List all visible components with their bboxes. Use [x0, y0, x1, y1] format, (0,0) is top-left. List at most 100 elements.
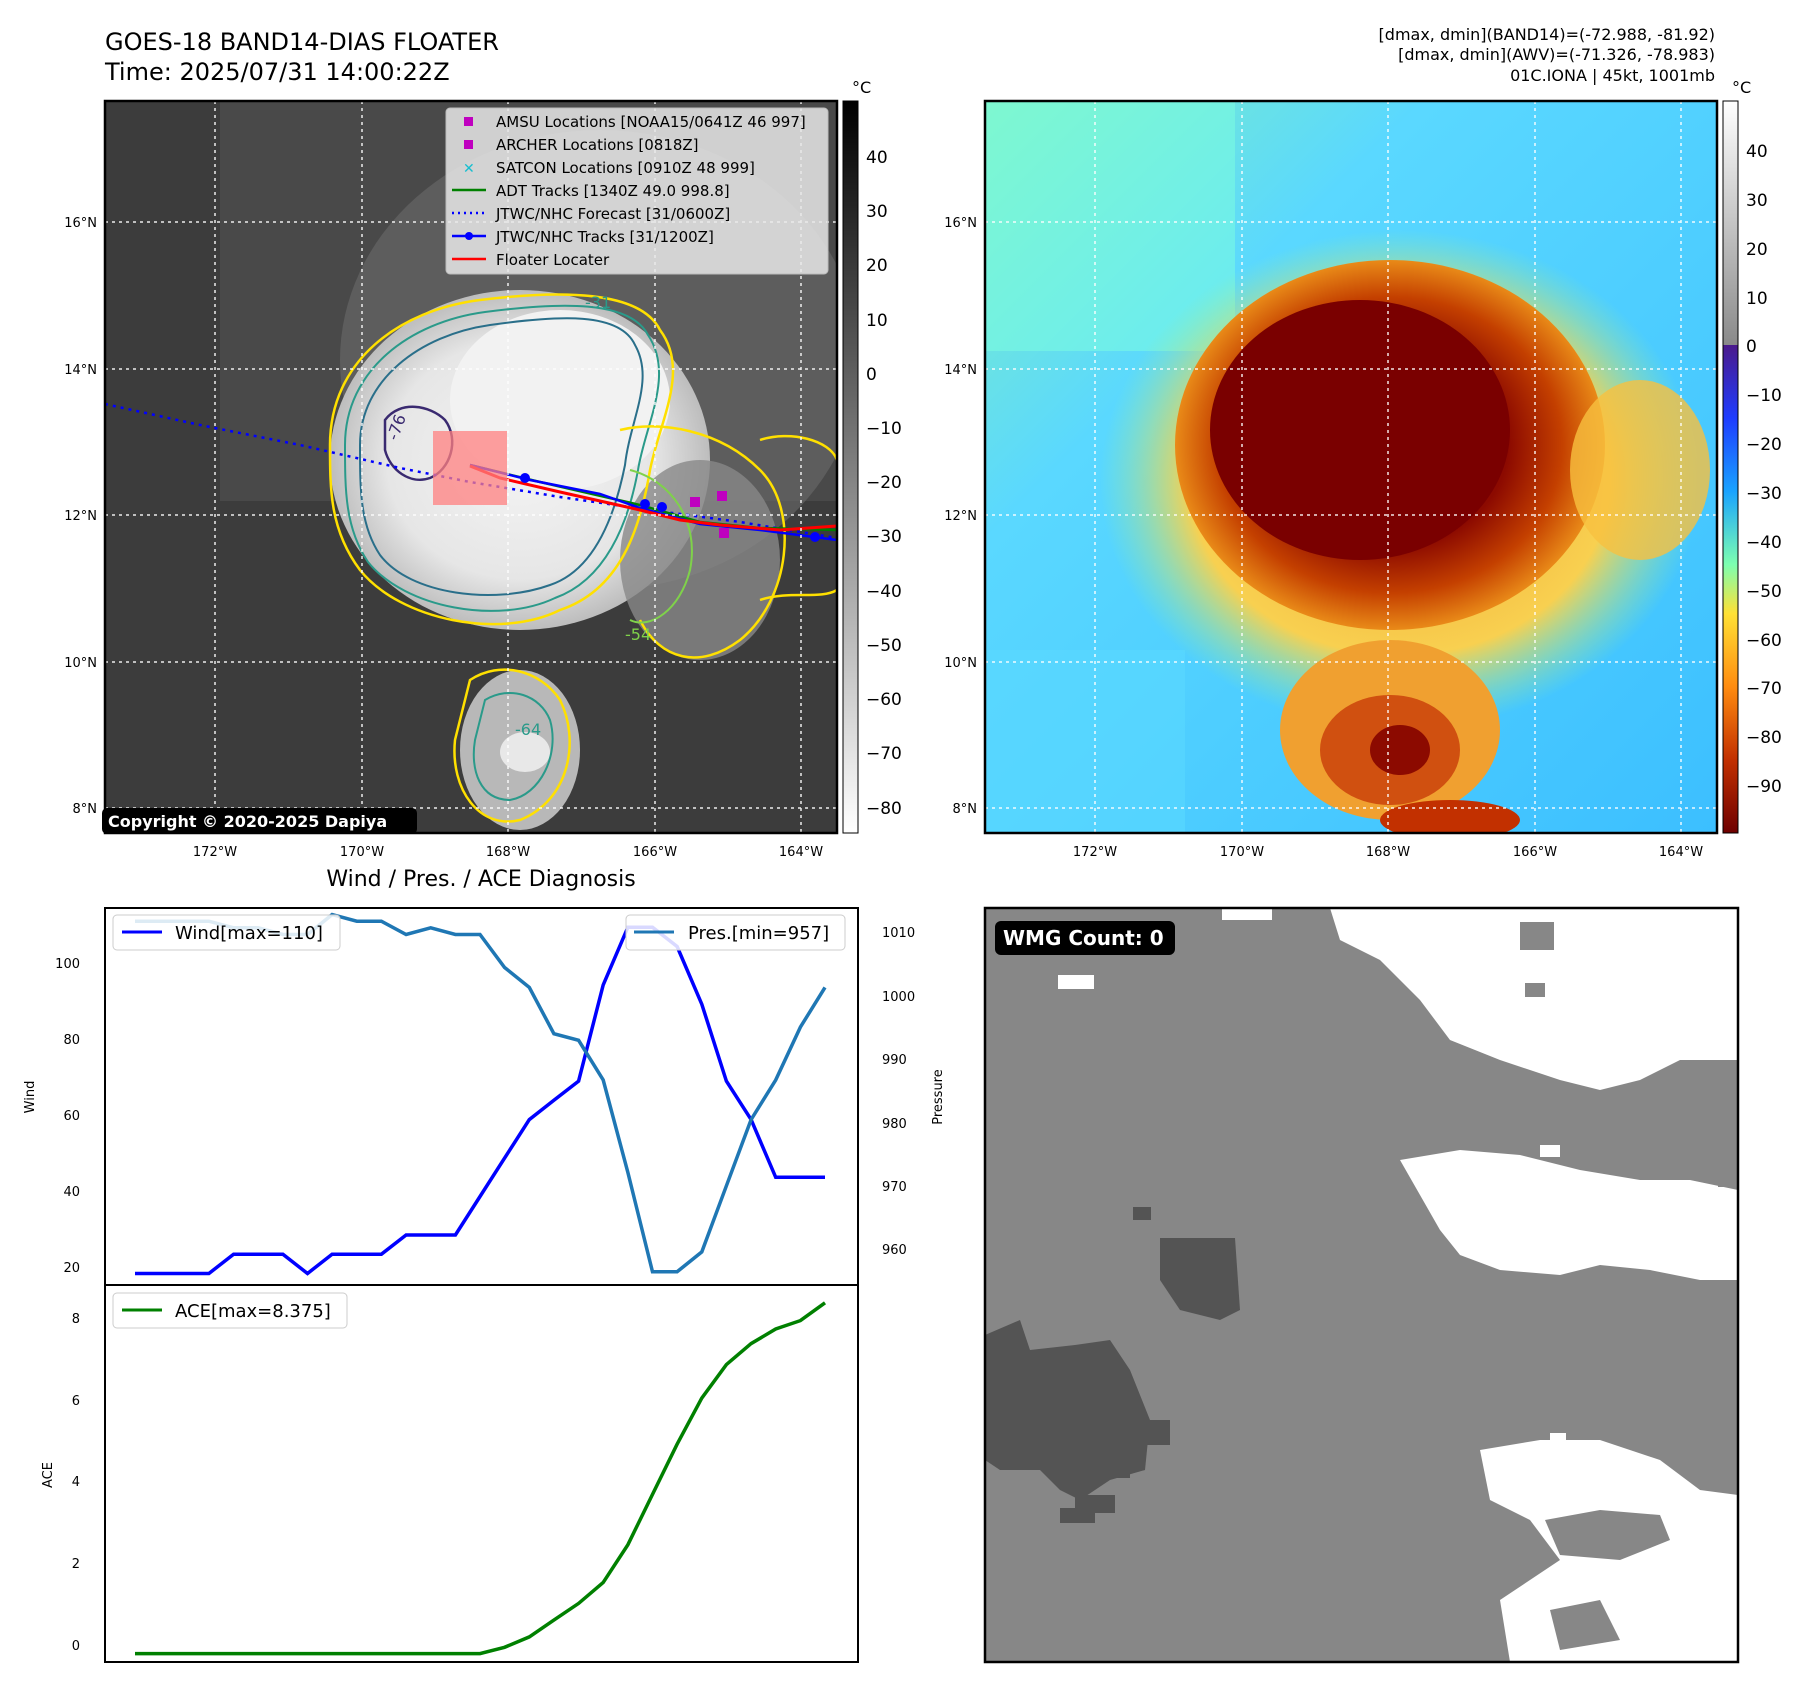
awv-tick: −20 — [1746, 435, 1782, 455]
ir-tick: −80 — [866, 799, 902, 819]
awv-tick: −40 — [1746, 533, 1782, 553]
figure-title: GOES-18 BAND14-DIAS FLOATER — [105, 28, 499, 56]
wind-legend: Wind[max=110] — [112, 914, 341, 951]
wind-ylabel: Wind — [23, 1081, 38, 1114]
ace-ylabel: ACE — [41, 1462, 56, 1488]
lat-label: 10°N — [944, 656, 977, 671]
pressure-series-line — [135, 912, 827, 1274]
legend-archer: ARCHER Locations [0818Z] — [496, 136, 699, 154]
wind-legend-label: Wind[max=110] — [175, 923, 323, 944]
lat-label: 12°N — [944, 509, 977, 524]
ir-tick: 0 — [866, 365, 877, 385]
lon-label: 172°W — [193, 845, 237, 860]
wind-ticks: 20 40 60 80 100 — [55, 957, 80, 1276]
lon-label: 168°W — [486, 845, 530, 860]
lat-label: 16°N — [944, 216, 977, 231]
wind-tick: 20 — [63, 1261, 80, 1276]
legend-forecast: JTWC/NHC Forecast [31/0600Z] — [495, 205, 730, 223]
contour-label: -54 — [625, 625, 651, 644]
awv-colorbar: °C 40 30 20 10 0 −10 −20 −30 −40 −50 −60… — [1722, 78, 1782, 834]
ir-tick: −50 — [866, 636, 902, 656]
svg-text:✕: ✕ — [463, 161, 475, 177]
lon-label: 170°W — [340, 845, 384, 860]
awv-tick: 0 — [1746, 337, 1757, 357]
ace-tick: 0 — [72, 1639, 80, 1654]
wind-tick: 80 — [63, 1033, 80, 1048]
ir-tick: −10 — [866, 419, 902, 439]
awv-lon-labels: 172°W 170°W 168°W 166°W 164°W — [1073, 845, 1703, 860]
lon-label: 166°W — [633, 845, 677, 860]
ir-tick: 20 — [866, 256, 888, 276]
lat-label: 14°N — [64, 363, 97, 378]
pres-tick: 980 — [882, 1117, 907, 1132]
pres-tick: 970 — [882, 1180, 907, 1195]
map-legend: AMSU Locations [NOAA15/0641Z 46 997] ARC… — [445, 107, 829, 275]
pres-legend-label: Pres.[min=957] — [688, 923, 829, 944]
awv-tick: −10 — [1746, 386, 1782, 406]
ir-colorbar: °C 40 30 20 10 0 −10 −20 −30 −40 −50 −60… — [842, 78, 902, 834]
ir-tick: −60 — [866, 690, 902, 710]
ace-legend-label: ACE[max=8.375] — [175, 1301, 331, 1322]
lon-label: 172°W — [1073, 845, 1117, 860]
ir-tick: 30 — [866, 202, 888, 222]
copyright: Copyright © 2020-2025 Dapiya — [108, 812, 387, 831]
ir-tick: −40 — [866, 582, 902, 602]
lat-label: 16°N — [64, 216, 97, 231]
awv-map-image — [985, 101, 1717, 833]
lat-label: 14°N — [944, 363, 977, 378]
dmax-awv: [dmax, dmin](AWV)=(-71.326, -78.983) — [1398, 45, 1715, 64]
legend-adt: ADT Tracks [1340Z 49.0 998.8] — [496, 182, 730, 200]
dmax-band14: [dmax, dmin](BAND14)=(-72.988, -81.92) — [1379, 25, 1715, 44]
pres-tick: 1010 — [882, 926, 915, 941]
awv-lat-labels: 16°N 14°N 12°N 10°N 8°N — [944, 216, 977, 817]
ace-tick: 2 — [72, 1557, 80, 1572]
lat-label: 10°N — [64, 656, 97, 671]
lon-label: 170°W — [1220, 845, 1264, 860]
wind-tick: 40 — [63, 1185, 80, 1200]
lon-label: 168°W — [1366, 845, 1410, 860]
awv-tick: 10 — [1746, 289, 1768, 309]
contour-label: -64 — [515, 720, 541, 739]
legend-floater: Floater Locater — [496, 251, 610, 269]
wind-tick: 60 — [63, 1109, 80, 1124]
ir-tick: −20 — [866, 473, 902, 493]
lat-label: 12°N — [64, 509, 97, 524]
wmg-panel: WMG Count: 0 — [983, 906, 1740, 1664]
ir-tick: −30 — [866, 527, 902, 547]
awv-colorbar-unit: °C — [1732, 78, 1751, 97]
pres-ylabel: Pressure — [931, 1069, 946, 1125]
ace-ticks: 0 2 4 6 8 — [72, 1312, 80, 1654]
ir-colorbar-ticks: 40 30 20 10 0 −10 −20 −30 −40 −50 −60 −7… — [866, 148, 902, 819]
awv-tick: −70 — [1746, 679, 1782, 699]
pres-legend: Pres.[min=957] — [625, 914, 846, 951]
awv-tick: −90 — [1746, 777, 1782, 797]
diagnosis-title: Wind / Pres. / ACE Diagnosis — [326, 867, 635, 892]
ace-legend: ACE[max=8.375] — [112, 1292, 348, 1329]
figure-time: Time: 2025/07/31 14:00:22Z — [104, 58, 450, 86]
ir-lon-labels: 172°W 170°W 168°W 166°W 164°W — [193, 845, 823, 860]
wind-panel-frame — [104, 907, 859, 1286]
storm-info: 01C.IONA | 45kt, 1001mb — [1510, 66, 1715, 85]
lon-label: 164°W — [1659, 845, 1703, 860]
awv-tick: −50 — [1746, 582, 1782, 602]
awv-tick: −80 — [1746, 728, 1782, 748]
ir-tick: 10 — [866, 311, 888, 331]
awv-colorbar-ticks: 40 30 20 10 0 −10 −20 −30 −40 −50 −60 −7… — [1746, 142, 1782, 797]
legend-satcon: SATCON Locations [0910Z 48 999] — [496, 159, 755, 177]
wind-series-line — [135, 925, 825, 1276]
pres-ticks: 960 970 980 990 1000 1010 — [882, 926, 915, 1258]
ace-tick: 4 — [72, 1475, 80, 1490]
lat-label: 8°N — [73, 802, 98, 817]
contour-label: -31 — [585, 293, 611, 312]
lat-label: 8°N — [953, 802, 978, 817]
pres-tick: 960 — [882, 1243, 907, 1258]
awv-tick: 30 — [1746, 191, 1768, 211]
ace-series-line — [135, 1301, 827, 1656]
ir-lat-labels: 16°N 14°N 12°N 10°N 8°N — [64, 216, 97, 817]
awv-tick: −30 — [1746, 484, 1782, 504]
ir-colorbar-unit: °C — [852, 78, 871, 97]
ace-panel-frame — [104, 1284, 859, 1663]
wind-tick: 100 — [55, 957, 80, 972]
ir-tick: −70 — [866, 744, 902, 764]
